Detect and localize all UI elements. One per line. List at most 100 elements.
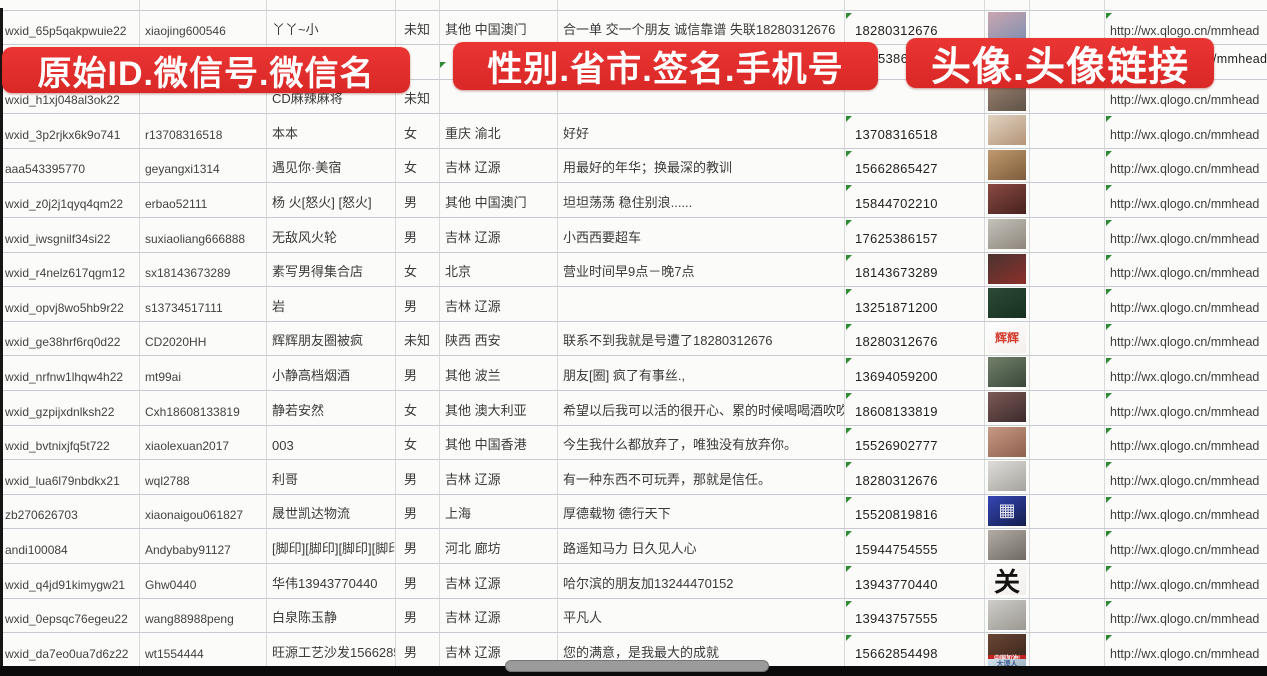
cell-signature[interactable] [558,0,845,10]
cell-phone[interactable]: 15662865427 [845,148,985,183]
cell-wechat-name[interactable] [267,0,396,10]
cell-phone[interactable]: 13694059200 [845,356,985,391]
cell-gender[interactable]: 女 [396,391,440,425]
cell-wechat-account[interactable]: xiaojing600546 [140,10,267,45]
cell-phone[interactable]: 15944754555 [845,529,985,563]
cell-phone[interactable]: 15520819816 [845,494,985,529]
cell-gender[interactable] [396,45,440,79]
cell-gender[interactable] [396,0,440,10]
cell-region[interactable]: 河北 廊坊 [440,529,558,563]
cell-original-id[interactable]: wxid_q4jd91kimygw21 [0,564,140,598]
cell-wechat-name[interactable]: 利哥 [267,460,396,494]
cell-original-id[interactable]: wxid_da7eo0ua7d6z22 [0,633,140,667]
cell-phone[interactable]: 18280312676 [845,10,985,45]
cell-gender[interactable]: 男 [396,460,440,494]
cell-gender[interactable]: 女 [396,148,440,183]
cell-avatar-url[interactable]: http://wx.qlogo.cn/mmhead [1105,460,1267,494]
cell-avatar[interactable] [985,183,1030,218]
cell-avatar[interactable] [985,114,1030,148]
cell-wechat-name[interactable]: 丫丫~小 [267,10,396,45]
cell-original-id[interactable]: aaa543395770 [0,148,140,183]
cell-gender[interactable]: 未知 [396,79,440,114]
cell-wechat-name[interactable]: 岩 [267,287,396,321]
cell-wechat-name[interactable]: CD麻辣麻将 [267,79,396,114]
cell-region[interactable]: 吉林 辽源 [440,460,558,494]
cell-gender[interactable]: 男 [396,356,440,391]
cell-blank[interactable] [1030,391,1105,425]
cell-region[interactable]: 吉林 辽源 [440,218,558,252]
cell-avatar[interactable] [985,252,1030,287]
cell-avatar[interactable]: ▦ [985,494,1030,529]
cell-signature[interactable]: 坦坦荡荡 稳住别浪...... [558,183,845,218]
cell-phone[interactable]: 18143673289 [845,252,985,287]
cell-signature[interactable]: 朋友[圈] 疯了有事丝., [558,356,845,391]
cell-gender[interactable]: 男 [396,529,440,563]
cell-wechat-name[interactable]: 无敌风火轮 [267,218,396,252]
cell-phone[interactable] [845,79,985,114]
cell-original-id[interactable]: wxid_3p2rjkx6k9o741 [0,114,140,148]
cell-signature[interactable]: 厚德载物 德行天下 [558,494,845,529]
cell-original-id[interactable]: wxid_0epsqc76egeu22 [0,598,140,633]
cell-signature[interactable]: 今生我什么都放弃了，唯独没有放弃你。 [558,425,845,460]
cell-signature[interactable]: 联系不到我就是号遭了18280312676 [558,321,845,356]
cell-signature[interactable]: 平凡人 [558,598,845,633]
cell-region[interactable]: 吉林 辽源 [440,564,558,598]
cell-avatar[interactable] [985,391,1030,425]
cell-phone[interactable]: 15662854498 [845,633,985,667]
cell-wechat-account[interactable]: xiaolexuan2017 [140,425,267,460]
cell-wechat-account[interactable]: wang88988peng [140,598,267,633]
cell-wechat-name[interactable]: 小静高档烟酒 [267,356,396,391]
cell-wechat-account[interactable]: Cxh18608133819 [140,391,267,425]
cell-blank[interactable] [1030,10,1105,45]
cell-avatar[interactable] [985,460,1030,494]
cell-wechat-account[interactable]: mt99ai [140,356,267,391]
cell-region[interactable]: 吉林 辽源 [440,633,558,667]
cell-avatar-url[interactable]: http://wx.qlogo.cn/mmhead [1105,356,1267,390]
cell-wechat-account[interactable]: erbao52111 [140,183,267,218]
cell-wechat-account[interactable]: geyangxi1314 [140,148,267,183]
cell-region[interactable] [440,0,558,10]
cell-blank[interactable] [1030,114,1105,148]
cell-gender[interactable]: 未知 [396,321,440,356]
cell-avatar[interactable] [985,148,1030,183]
cell-signature[interactable]: 希望以后我可以活的很开心、累的时候喝喝酒吹吹[ [558,391,845,425]
cell-phone[interactable]: 17625386157 [845,218,985,252]
cell-region[interactable]: 陕西 西安 [440,321,558,356]
cell-signature[interactable]: 您的满意，是我最大的成就 [558,633,845,667]
cell-wechat-account[interactable]: Ghw0440 [140,564,267,598]
cell-avatar-url[interactable]: http://wx.qlogo.cn/mmhead [1105,564,1267,598]
cell-avatar[interactable] [985,529,1030,563]
cell-avatar-url[interactable]: http://wx.qlogo.cn/mmhead [1105,183,1267,217]
cell-region[interactable]: 重庆 渝北 [440,114,558,148]
cell-wechat-name[interactable]: 003 [267,425,396,460]
cell-gender[interactable]: 男 [396,564,440,598]
cell-signature[interactable]: 有一种东西不可玩弄，那就是信任。 [558,460,845,494]
cell-wechat-name[interactable]: 静若安然 [267,391,396,425]
cell-gender[interactable]: 女 [396,425,440,460]
cell-phone[interactable]: 13943770440 [845,564,985,598]
cell-blank[interactable] [1030,633,1105,667]
cell-phone[interactable]: 18280312676 [845,321,985,356]
cell-original-id[interactable]: wxid_65p5qakpwuie22 [0,10,140,45]
cell-wechat-account[interactable]: wql2788 [140,460,267,494]
cell-wechat-name[interactable]: 辉辉朋友圈被疯 [267,321,396,356]
cell-signature[interactable]: 哈尔滨的朋友加13244470152 [558,564,845,598]
cell-wechat-account[interactable]: CD2020HH [140,321,267,356]
cell-blank[interactable] [1030,183,1105,218]
cell-avatar-url[interactable]: http://wx.qlogo.cn/mmhead [1105,253,1267,287]
cell-avatar-url[interactable]: http://wx.qlogo.cn/mmhead [1105,114,1267,148]
cell-avatar-url[interactable]: http://wx.qlogo.cn/mmhead [1105,11,1267,45]
cell-wechat-name[interactable]: 本本 [267,114,396,148]
cell-blank[interactable] [1030,529,1105,563]
cell-blank[interactable] [1030,287,1105,321]
cell-gender[interactable]: 男 [396,218,440,252]
cell-gender[interactable]: 女 [396,114,440,148]
cell-original-id[interactable]: zb270626703 [0,494,140,529]
cell-blank[interactable] [1030,79,1105,114]
cell-avatar[interactable] [985,218,1030,252]
cell-blank[interactable] [1030,148,1105,183]
cell-avatar[interactable]: 辉辉 [985,321,1030,356]
cell-region[interactable]: 其他 中国澳门 [440,183,558,218]
cell-avatar-url[interactable]: http://wx.qlogo.cn/mmhead [1105,633,1267,667]
cell-region[interactable]: 上海 [440,494,558,529]
